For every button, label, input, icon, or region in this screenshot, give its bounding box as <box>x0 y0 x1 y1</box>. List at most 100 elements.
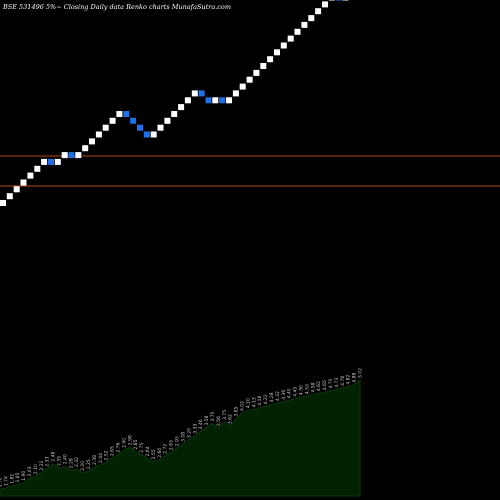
volume-area <box>0 378 361 497</box>
volume-label: 2.64 <box>145 446 151 456</box>
volume-label: 2.44 <box>98 453 104 463</box>
volume-label: 4.62 <box>316 381 322 391</box>
up-brick <box>226 97 232 104</box>
volume-label: 2.52 <box>104 450 110 460</box>
up-brick <box>102 124 109 131</box>
up-brick <box>116 111 123 117</box>
volume-label: 2.76 <box>116 442 122 452</box>
down-brick <box>335 0 342 1</box>
volume-label: 2.35 <box>57 456 63 466</box>
volume-label: 1.85 <box>15 472 21 482</box>
volume-label: 3.75 <box>222 410 228 420</box>
up-brick <box>20 179 27 186</box>
volume-label: 3.58 <box>204 415 210 425</box>
volume-label: 4.13 <box>251 397 257 407</box>
up-brick <box>34 165 41 172</box>
up-brick <box>308 15 315 22</box>
volume-label: 2.32 <box>74 457 80 467</box>
horizontal-lines <box>0 155 500 187</box>
volume-label: 2.40 <box>62 454 68 464</box>
volume-label: 2.03 <box>27 466 33 476</box>
up-brick <box>61 152 68 159</box>
up-brick <box>164 117 171 124</box>
up-brick <box>171 111 178 117</box>
up-brick <box>287 35 294 42</box>
volume-label: 3.20 <box>186 428 192 438</box>
down-brick <box>48 158 54 165</box>
up-brick <box>75 152 82 159</box>
volume-label: 2.38 <box>92 455 98 465</box>
up-brick <box>301 21 308 28</box>
volume-label: 2.10 <box>33 464 39 474</box>
down-brick <box>198 90 205 97</box>
volume-label: 2.20 <box>80 461 86 471</box>
volume-label: 4.58 <box>310 382 316 392</box>
volume-label: 1.81 <box>9 474 15 484</box>
volume-label: 4.78 <box>340 376 346 386</box>
volume-label: 2.75 <box>139 443 145 453</box>
up-brick <box>13 186 20 193</box>
up-brick <box>178 104 185 111</box>
volume-label: 2.60 <box>157 448 163 458</box>
volume-label: 5.02 <box>358 368 364 378</box>
volume-label: 1.90 <box>21 471 27 481</box>
up-brick <box>191 90 198 97</box>
up-brick <box>253 69 260 76</box>
volume-label: 4.73 <box>334 377 340 387</box>
up-brick <box>82 145 89 152</box>
volume-label: 3.46 <box>198 419 204 429</box>
volume-label: 3.70 <box>210 411 216 421</box>
down-brick <box>205 97 212 104</box>
up-brick <box>54 158 61 165</box>
volume-label: 4.22 <box>263 394 269 404</box>
up-brick <box>27 172 34 179</box>
chart-header: BSE 531496 5%~ Closing Daily data Renko … <box>3 3 231 11</box>
volume-label: 3.85 <box>234 406 240 416</box>
volume-label: 4.32 <box>275 391 281 401</box>
volume-label: 2.28 <box>68 458 74 468</box>
volume-label: 4.02 <box>240 401 246 411</box>
volume-label: 2.25 <box>86 459 92 469</box>
up-brick <box>150 131 157 138</box>
volume-label: 2.95 <box>175 436 181 446</box>
up-brick <box>157 124 164 131</box>
down-brick <box>68 152 75 159</box>
volume-label: 4.18 <box>257 396 263 406</box>
volume-label: 4.10 <box>245 398 251 408</box>
volume-label: 1.70 <box>0 477 4 487</box>
up-brick <box>246 76 253 83</box>
volume-label: 2.72 <box>163 444 169 454</box>
down-brick <box>123 111 130 117</box>
volume-label: 4.88 <box>352 372 358 382</box>
down-brick <box>137 124 143 131</box>
volume-label: 2.33 <box>45 456 51 466</box>
volume-label: 2.98 <box>127 435 133 445</box>
up-brick <box>212 97 219 104</box>
volume-label: 4.40 <box>287 388 293 398</box>
up-brick <box>322 1 328 8</box>
volume-label: 2.55 <box>151 449 157 459</box>
up-brick <box>274 49 280 56</box>
volume-label: 2.85 <box>133 439 139 449</box>
volume-label: 3.56 <box>216 416 222 426</box>
volume-label: 4.45 <box>293 387 299 397</box>
up-brick <box>6 193 13 200</box>
down-brick <box>130 117 137 124</box>
volume-label: 1.74 <box>3 476 9 486</box>
volume-label: 2.65 <box>110 446 116 456</box>
volume-label: 4.28 <box>269 392 275 402</box>
volume-label: 2.21 <box>39 460 45 470</box>
up-brick <box>109 117 116 124</box>
up-brick <box>41 158 48 165</box>
up-brick <box>342 0 349 1</box>
up-brick <box>184 97 191 104</box>
up-brick <box>0 200 6 206</box>
volume-label: 3.62 <box>228 414 234 424</box>
up-brick <box>232 90 239 97</box>
volume-label: 4.53 <box>304 384 310 394</box>
volume-label: 2.90 <box>121 438 127 448</box>
volume-label: 4.70 <box>328 378 334 388</box>
volume-label: 4.82 <box>346 374 352 384</box>
volume-label: 4.36 <box>281 390 287 400</box>
